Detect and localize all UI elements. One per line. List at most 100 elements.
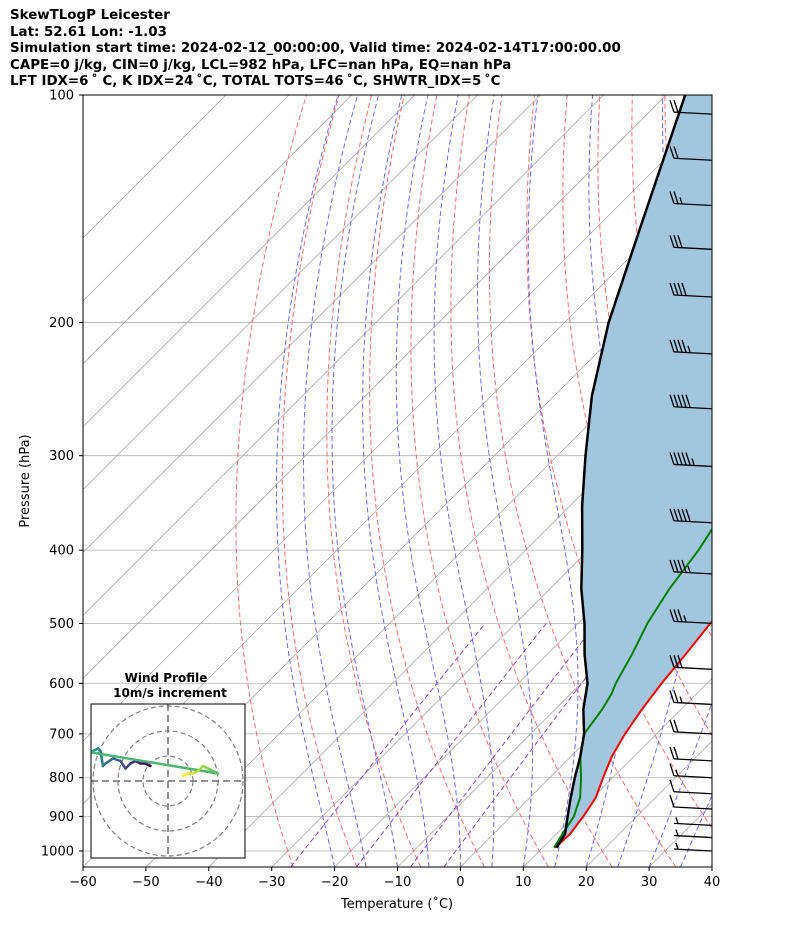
barb-flag — [685, 394, 691, 408]
barb-staff — [673, 822, 713, 827]
dry-adiabat — [763, 95, 794, 867]
isotherm — [83, 95, 478, 491]
dry-adiabat — [369, 95, 485, 867]
barb-flag — [673, 559, 679, 573]
wind-barb — [669, 763, 713, 779]
location-line: Lat: 52.61 Lon: -1.03 — [10, 24, 167, 40]
barb-staff — [673, 666, 713, 670]
wind-barbs — [669, 99, 713, 852]
barb-staff — [673, 731, 713, 735]
x-tick-label: −10 — [384, 875, 411, 890]
barb-flag — [673, 655, 679, 668]
x-tick-label: −40 — [195, 875, 222, 890]
isotherm — [523, 677, 712, 867]
barb-flag — [669, 779, 675, 793]
barb-flag — [669, 508, 675, 522]
barb-half-flag — [679, 197, 683, 204]
barb-flag — [681, 282, 687, 296]
barb-flag — [669, 282, 675, 296]
moist-adiabat — [331, 95, 398, 867]
isotherm — [334, 489, 712, 867]
barb-flag — [669, 394, 675, 408]
dry-adiabat — [562, 95, 712, 737]
isotherm — [83, 95, 541, 554]
x-tick-label: −30 — [258, 875, 285, 890]
y-tick-label: 400 — [49, 544, 74, 559]
barb-half-flag — [691, 458, 695, 465]
x-tick-label: 30 — [641, 875, 658, 890]
barb-flag — [673, 690, 679, 703]
wind-barb — [669, 191, 713, 207]
y-tick-label: 300 — [49, 449, 74, 464]
hodograph-title: Wind Profile — [125, 671, 208, 685]
barb-flag — [673, 339, 679, 353]
barb-flag — [681, 508, 687, 522]
dewpoint-line — [553, 527, 712, 849]
isotherm — [83, 95, 415, 428]
y-tick-label: 600 — [49, 677, 74, 692]
barb-staff — [673, 834, 713, 839]
barb-half-flag — [675, 769, 679, 777]
x-tick-label: −20 — [321, 875, 348, 890]
barb-staff — [673, 111, 713, 115]
barb-flag — [677, 655, 683, 668]
barb-staff — [673, 294, 713, 298]
barb-flag — [673, 146, 679, 159]
moist-adiabat — [433, 95, 495, 867]
isotherm — [83, 95, 667, 679]
barb-flag — [669, 146, 675, 159]
barb-flag — [673, 609, 679, 622]
barb-flag — [673, 282, 679, 296]
barb-flag — [669, 794, 675, 808]
y-axis-label: Pressure (hPa) — [18, 434, 33, 527]
y-tick-label: 500 — [49, 617, 74, 632]
barb-flag — [673, 99, 679, 113]
isotherm — [397, 551, 712, 867]
barb-flag — [677, 339, 683, 353]
barb-flag — [681, 559, 687, 573]
moist-adiabat — [395, 95, 461, 867]
moist-adiabat — [303, 95, 367, 867]
wind-barb — [669, 655, 713, 670]
moist-adiabat — [680, 794, 712, 867]
barb-flag — [681, 339, 687, 353]
wind-barb — [669, 394, 713, 410]
wind-barb — [669, 609, 713, 625]
barb-flag — [673, 235, 679, 248]
x-tick-label: 40 — [704, 875, 721, 890]
moist-adiabat — [276, 95, 339, 867]
barb-flag — [669, 690, 675, 703]
moist-adiabat — [648, 701, 712, 867]
moist-adiabat — [617, 95, 701, 867]
barb-staff — [673, 157, 713, 161]
barb-flag — [677, 609, 683, 622]
x-axis-label: Temperature (˚C) — [340, 896, 453, 912]
barb-staff — [673, 406, 713, 410]
dry-adiabat — [450, 95, 613, 867]
barb-flag — [673, 452, 679, 465]
dry-adiabat — [235, 95, 307, 867]
barb-flag — [685, 452, 691, 465]
barb-staff — [673, 775, 713, 779]
barb-staff — [673, 571, 713, 575]
y-tick-label: 200 — [49, 316, 74, 331]
wind-barb — [673, 842, 713, 852]
barb-staff — [673, 620, 713, 625]
hodograph-trace — [119, 759, 127, 770]
barb-half-flag — [687, 565, 691, 573]
temperature-line — [554, 619, 712, 849]
barb-staff — [673, 202, 713, 207]
x-tick-label: −50 — [132, 875, 159, 890]
barb-flag — [677, 235, 683, 248]
x-tick-label: −60 — [69, 875, 96, 890]
x-tick-label: 0 — [456, 875, 464, 890]
time-line: Simulation start time: 2024-02-12_00:00:… — [10, 41, 621, 57]
barb-staff — [673, 848, 713, 852]
barb-half-flag — [675, 829, 679, 836]
wind-barb — [669, 690, 713, 706]
barb-flag — [673, 746, 679, 760]
wind-barb — [669, 719, 713, 735]
hodograph-trace — [104, 757, 115, 765]
hodograph-trace — [91, 751, 220, 775]
barb-flag — [669, 452, 675, 465]
